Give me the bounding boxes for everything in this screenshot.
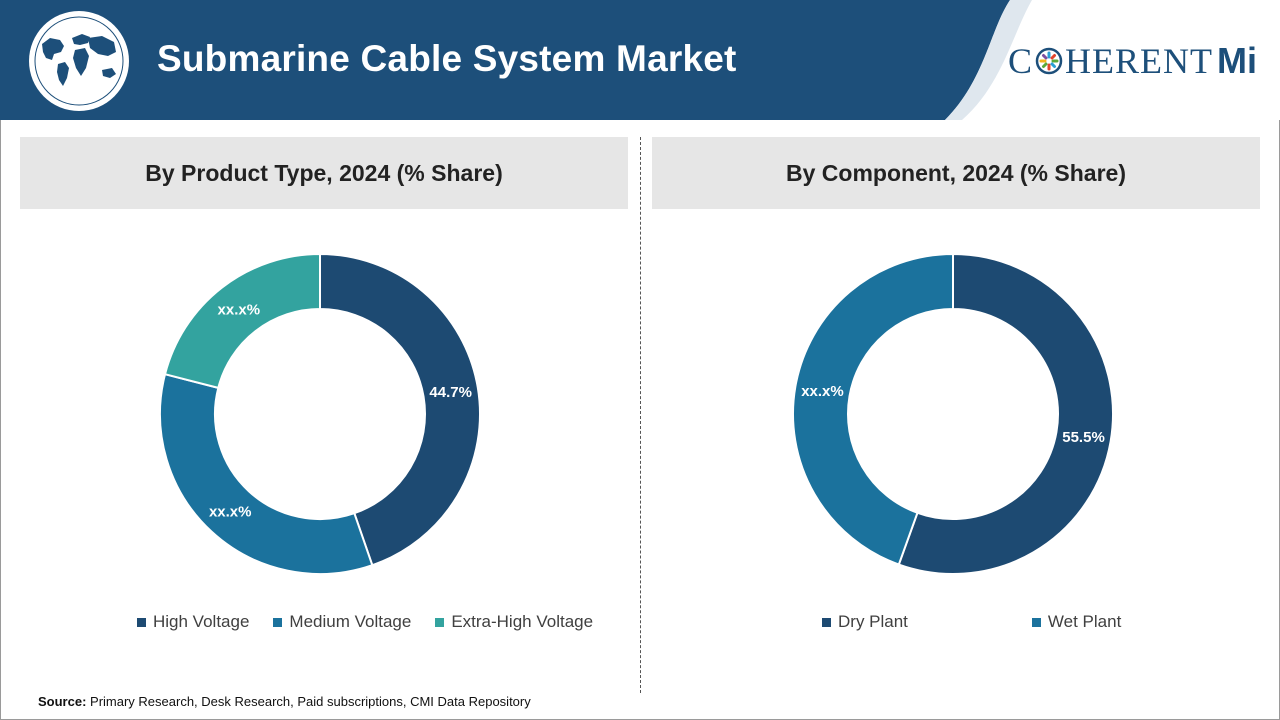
page-title: Submarine Cable System Market	[157, 38, 737, 79]
data-label-wet-plant: xx.x%	[801, 383, 844, 400]
header-banner: Submarine Cable System Market C HERENT M…	[0, 0, 1280, 120]
legend-swatch	[273, 617, 283, 627]
donut-slice-wet-plant	[792, 252, 954, 566]
data-label-dry-plant: 55.5%	[1062, 429, 1105, 446]
banner-background	[0, 0, 1280, 120]
legend-item-high-voltage: High Voltage	[137, 612, 249, 632]
legend-swatch	[137, 617, 146, 627]
logo-mi: Mi	[1217, 40, 1257, 81]
legend-component: Dry Plant Wet Plant	[822, 611, 1121, 633]
donut-slice-extra-high-voltage	[163, 252, 321, 390]
source-text: Primary Research, Desk Research, Paid su…	[90, 694, 531, 709]
legend-product-type: High Voltage Medium Voltage Extra-High Vol…	[137, 611, 593, 633]
logo-text-left: C	[1008, 41, 1034, 81]
donut-slice-medium-voltage	[159, 372, 374, 575]
chart-title-component: By Component, 2024 (% Share)	[652, 137, 1260, 209]
legend-label: Extra-High Voltage	[451, 612, 594, 631]
legend-label: Medium Voltage	[289, 612, 412, 631]
data-label-extra-high-voltage: xx.x%	[218, 301, 261, 318]
legend-item-extra-high-voltage: Extra-High Voltage	[435, 612, 593, 632]
legend-item-dry-plant: Dry Plant	[822, 612, 908, 632]
donut-slice-high-voltage	[319, 252, 481, 567]
logo-text-right: HERENT	[1065, 41, 1213, 81]
legend-item-medium-voltage: Medium Voltage	[273, 612, 411, 632]
legend-swatch	[822, 617, 831, 627]
data-label-high-voltage: 44.7%	[429, 384, 472, 401]
logo-target-icon	[1035, 47, 1063, 75]
legend-label: High Voltage	[153, 612, 250, 631]
legend-item-wet-plant: Wet Plant	[1031, 612, 1122, 632]
data-label-medium-voltage: xx.x%	[209, 503, 252, 520]
donut-chart-component: 55.5% xx.x%	[792, 252, 1114, 575]
legend-label: Wet Plant	[1047, 612, 1122, 631]
legend-label: Dry Plant	[838, 612, 908, 631]
legend-swatch	[435, 617, 445, 627]
donut-slice-dry-plant	[897, 252, 1114, 575]
chart-title-product-type: By Product Type, 2024 (% Share)	[20, 137, 628, 209]
globe-icon	[29, 11, 129, 111]
panel-divider	[640, 137, 641, 693]
legend-swatch	[1031, 617, 1041, 627]
source-note: Source: Primary Research, Desk Research,…	[38, 694, 531, 709]
source-label: Source:	[38, 694, 87, 709]
company-logo: C HERENT Mi	[1008, 40, 1257, 82]
donut-chart-product-type: 44.7% xx.x% xx.x%	[159, 252, 481, 575]
